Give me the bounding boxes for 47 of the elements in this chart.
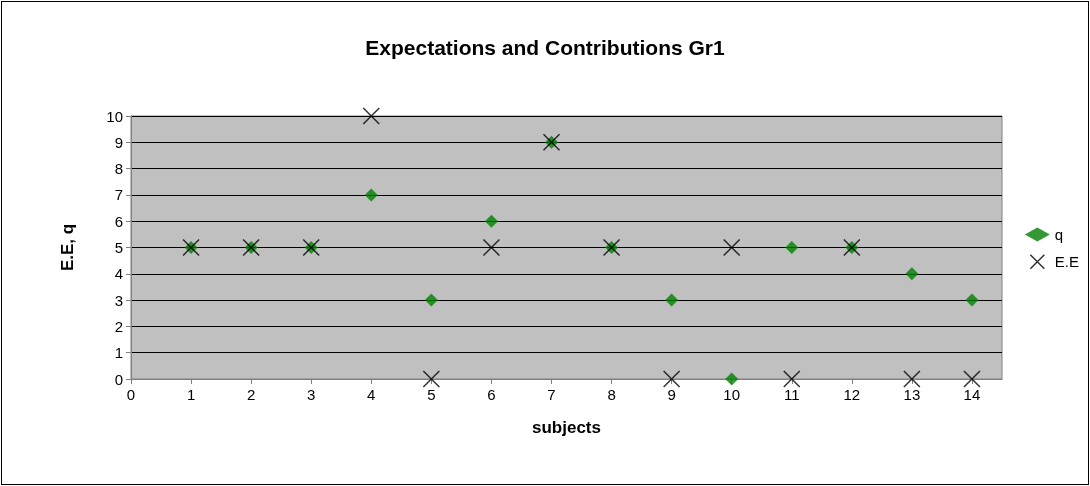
x-tick-label: 10 [723, 386, 741, 403]
chart-title: Expectations and Contributions Gr1 [365, 36, 725, 59]
point [482, 238, 501, 257]
point [424, 293, 438, 307]
x-axis-title: subjects [532, 418, 601, 437]
point [783, 370, 801, 388]
y-tick-label: 8 [114, 160, 123, 178]
point [665, 293, 679, 307]
y-tick-label: 10 [106, 107, 123, 125]
point [905, 267, 919, 281]
y-tick-label: 3 [114, 291, 123, 309]
x-tick-label: 8 [607, 386, 616, 403]
x-tick-label: 13 [903, 386, 921, 403]
legend-label: E.E [1054, 253, 1080, 271]
point [364, 188, 378, 202]
x-tick-label: 5 [427, 386, 436, 403]
x-tick-label: 3 [307, 386, 316, 403]
y-axis-title: E.E, q [58, 223, 77, 272]
x-tick-label: 11 [783, 386, 800, 403]
y-tick-label: 0 [114, 370, 123, 388]
point [785, 241, 799, 254]
point [965, 293, 979, 307]
legend-label: q [1054, 226, 1064, 243]
x-tick-label: 1 [186, 386, 196, 403]
y-tick-label: 2 [114, 317, 123, 335]
x-tick-label: 12 [843, 386, 861, 403]
point [662, 370, 681, 388]
y-tick-label: 7 [114, 186, 123, 204]
y-tick-label: 4 [114, 265, 123, 283]
y-tick-label: 5 [114, 239, 123, 256]
point [725, 372, 739, 386]
x-tick-label: 6 [487, 386, 496, 403]
x-tick-label: 7 [547, 386, 556, 403]
x-tick-label: 0 [126, 386, 136, 403]
y-tick-label: 9 [114, 133, 123, 151]
point [903, 370, 921, 388]
y-tick-label: 1 [114, 344, 123, 362]
x-tick-label: 14 [963, 386, 981, 403]
x-tick-label: 4 [367, 386, 376, 403]
point [963, 370, 981, 388]
point [422, 370, 441, 388]
point [484, 214, 498, 228]
y-tick-label: 6 [114, 212, 123, 230]
point [722, 238, 741, 257]
x-tick-label: 2 [246, 386, 256, 403]
point [362, 107, 381, 125]
x-tick-label: 9 [667, 386, 676, 403]
